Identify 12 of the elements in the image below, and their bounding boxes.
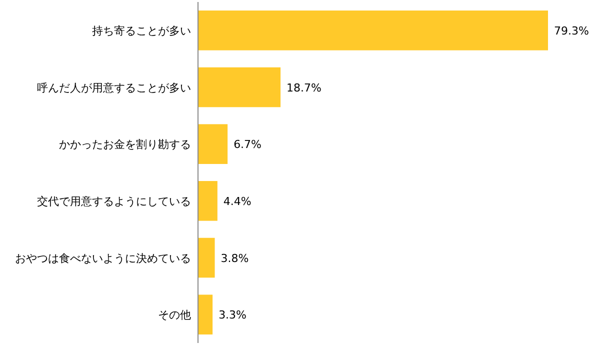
y-tick-label: 交代で用意するようにしている [37, 194, 191, 208]
data-label: 4.4% [223, 194, 252, 208]
y-tick-label: おやつは食べないように決めている [15, 252, 191, 265]
data-label: 3.3% [218, 308, 247, 322]
y-tick-label: その他 [158, 308, 191, 322]
data-label: 18.7% [286, 81, 322, 94]
y-tick-label: かかったお金を割り勘する [59, 138, 191, 152]
data-label: 79.3% [554, 24, 589, 38]
y-tick-label: 持ち寄ることが多い [92, 24, 191, 38]
data-label: 6.7% [234, 138, 262, 152]
data-label: 3.8% [220, 252, 249, 265]
y-tick-label: 呼んだ人が用意することが多い [37, 81, 191, 94]
